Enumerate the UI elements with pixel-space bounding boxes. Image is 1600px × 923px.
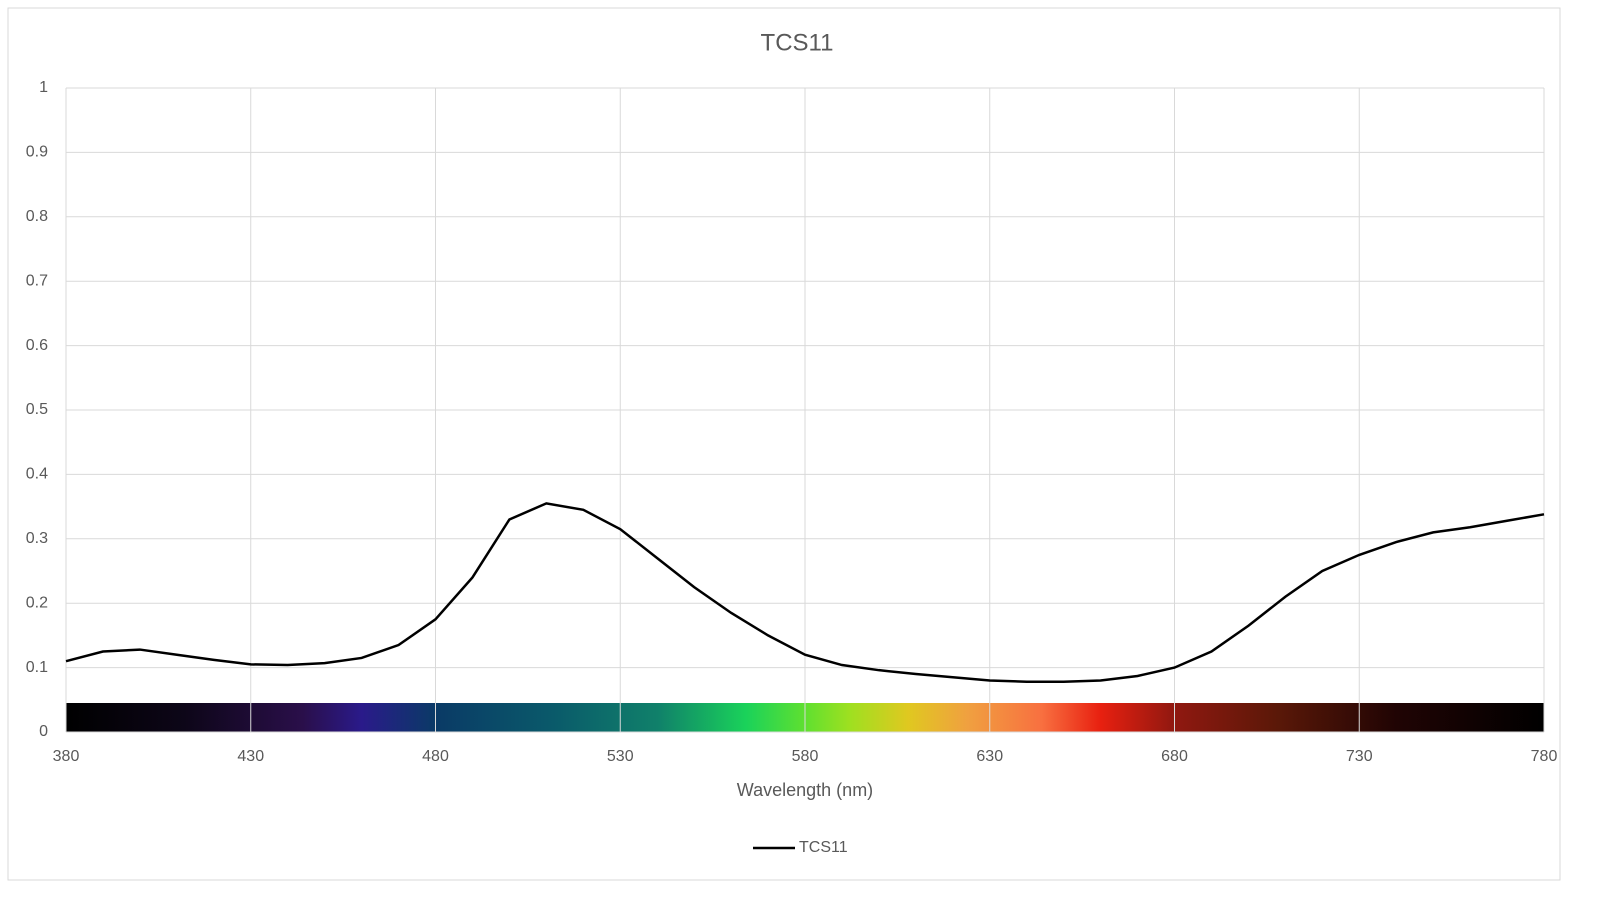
y-tick-label: 1 xyxy=(39,79,48,96)
x-axis-label: Wavelength (nm) xyxy=(737,780,873,800)
y-tick-label: 0 xyxy=(39,723,48,740)
y-tick-label: 0.1 xyxy=(26,659,48,676)
x-tick-label: 680 xyxy=(1161,748,1188,765)
y-tick-label: 0.5 xyxy=(26,401,48,418)
legend-label: TCS11 xyxy=(799,839,848,856)
y-tick-label: 0.3 xyxy=(26,530,48,547)
y-tick-label: 0.2 xyxy=(26,594,48,611)
x-tick-label: 630 xyxy=(976,748,1003,765)
y-tick-label: 0.9 xyxy=(26,144,48,161)
chart-frame xyxy=(7,7,1561,881)
x-tick-label: 780 xyxy=(1531,748,1558,765)
series-line xyxy=(65,502,1545,684)
y-tick-label: 0.8 xyxy=(26,208,48,225)
chart-title: TCS11 xyxy=(761,29,834,56)
x-tick-label: 580 xyxy=(792,748,819,765)
y-tick-label: 0.6 xyxy=(26,337,48,354)
y-tick-label: 0.7 xyxy=(26,272,48,289)
x-tick-label: 480 xyxy=(422,748,449,765)
x-tick-label: 430 xyxy=(237,748,264,765)
x-tick-label: 530 xyxy=(607,748,634,765)
x-tick-label: 380 xyxy=(53,748,80,765)
y-tick-label: 0.4 xyxy=(26,466,48,483)
x-tick-label: 730 xyxy=(1346,748,1373,765)
